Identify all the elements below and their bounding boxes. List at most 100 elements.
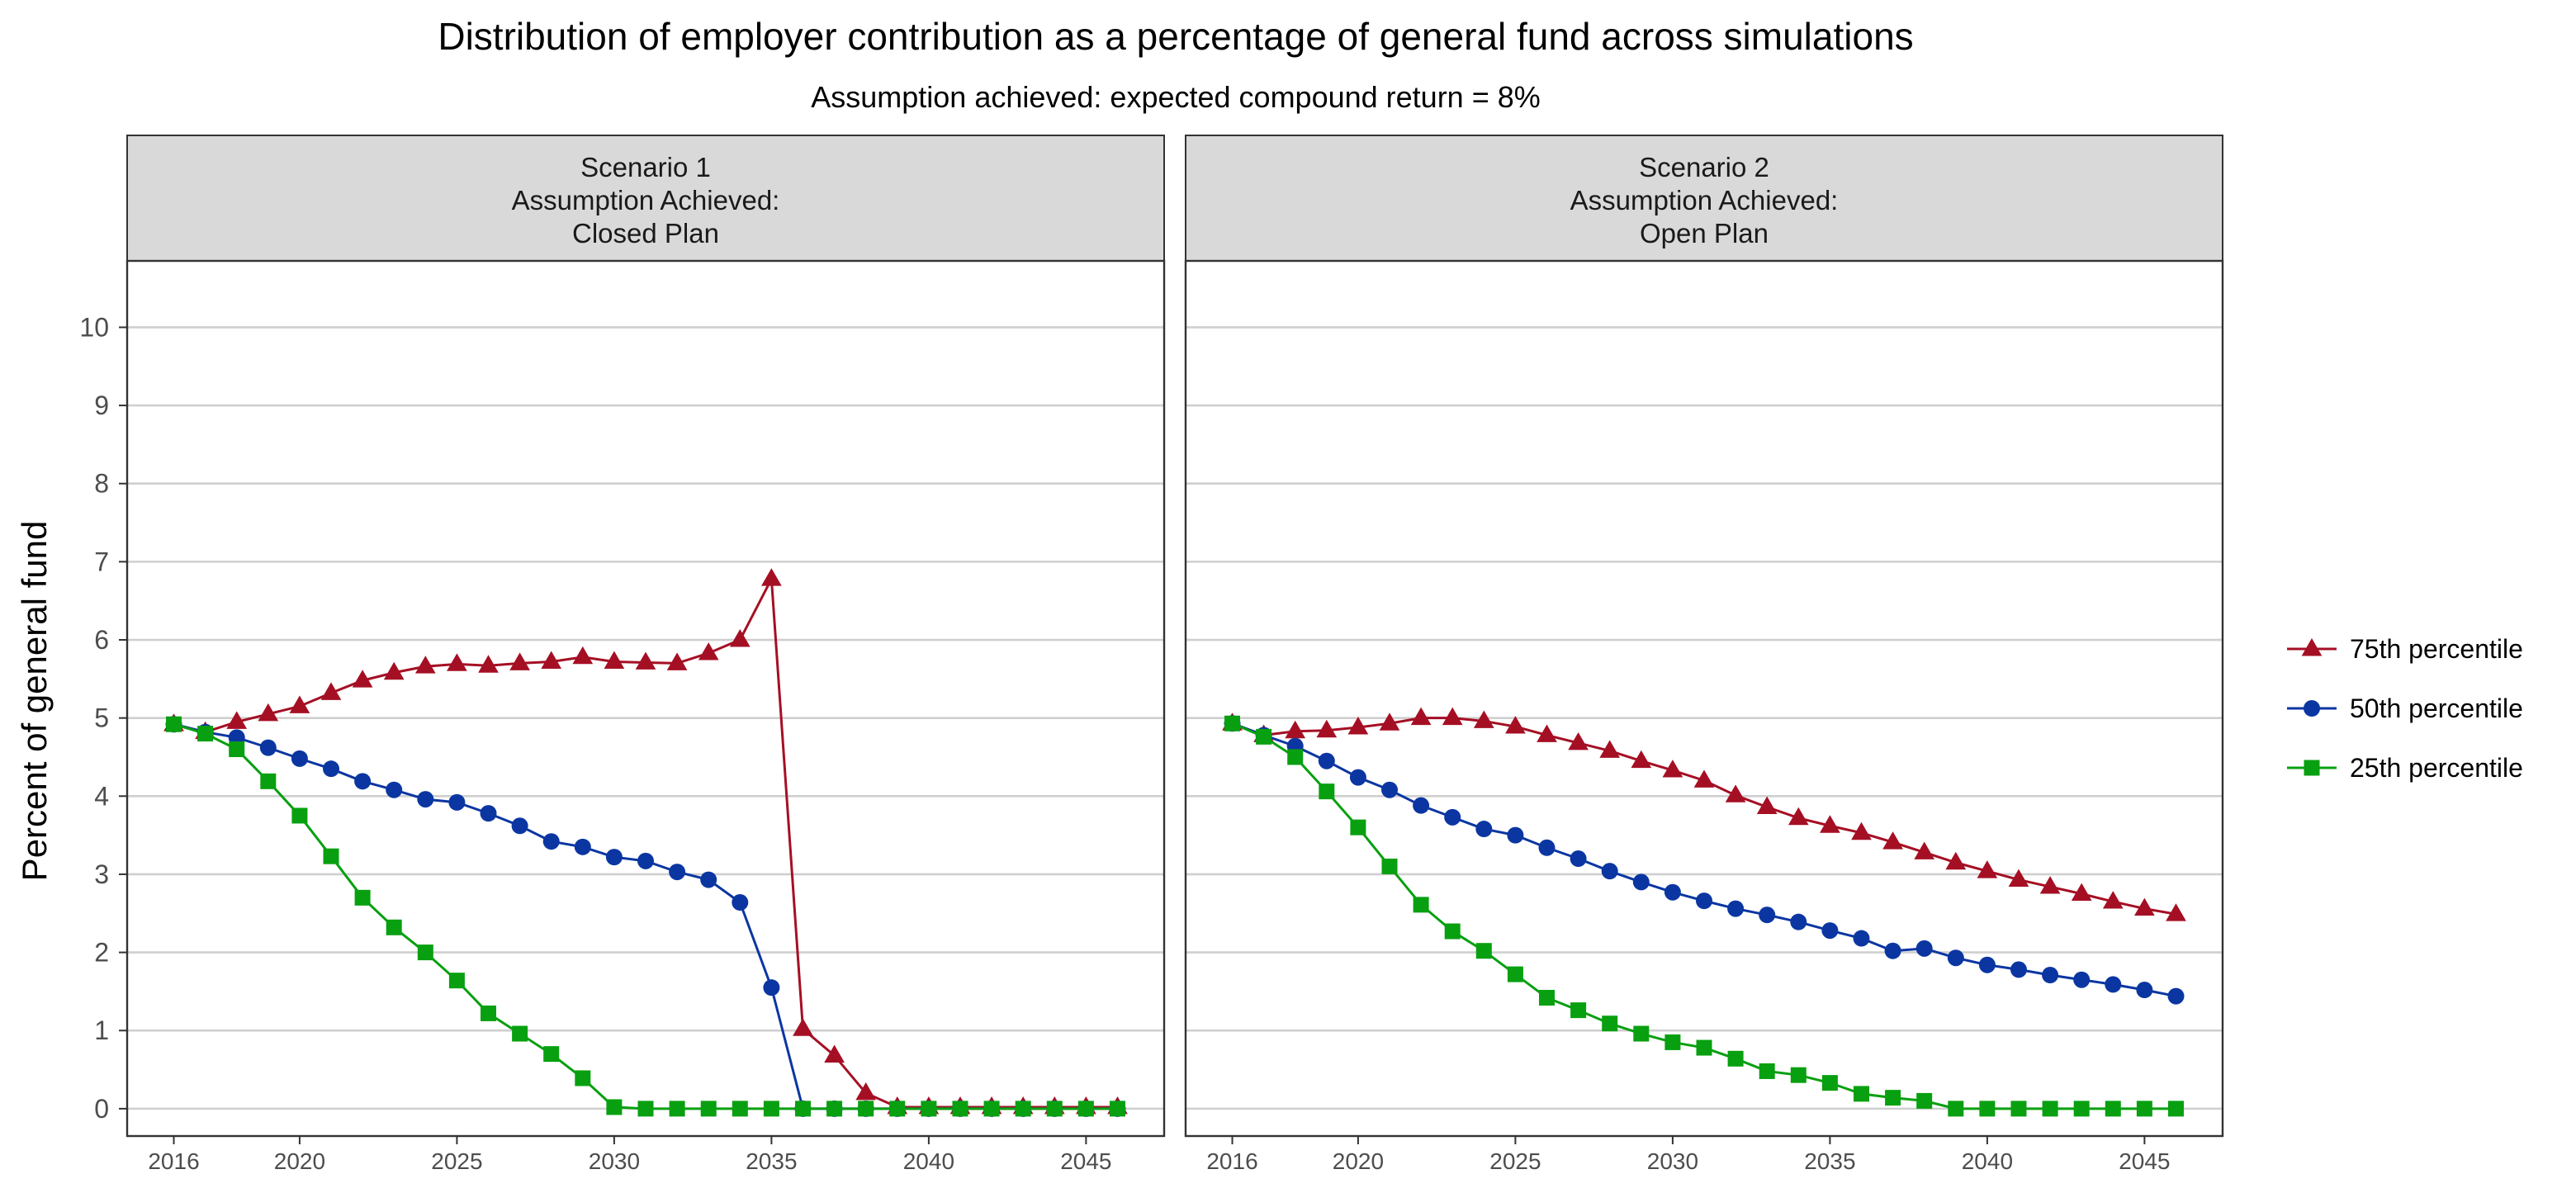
data-point — [323, 760, 340, 778]
data-point — [729, 629, 751, 647]
data-point — [1788, 807, 1809, 826]
legend-marker — [2304, 700, 2320, 717]
strip-label-line: Assumption Achieved: — [512, 185, 780, 215]
data-point — [1568, 731, 1589, 750]
data-point — [1077, 1101, 1094, 1117]
data-point — [166, 716, 182, 732]
legend-item: 75th percentile — [2287, 634, 2523, 664]
data-point — [2073, 1101, 2090, 1117]
strip-label-line: Assumption Achieved: — [1570, 185, 1839, 215]
data-point — [1015, 1101, 1031, 1117]
data-point — [512, 1025, 528, 1042]
data-point — [858, 1101, 874, 1117]
data-point — [1410, 707, 1432, 726]
data-point — [1319, 783, 1335, 800]
data-point — [1475, 821, 1493, 838]
data-point — [700, 871, 717, 888]
data-point — [258, 703, 279, 722]
data-point — [1631, 750, 1652, 769]
panel-strip — [126, 135, 1165, 262]
strip-label-line: Scenario 2 — [1639, 152, 1769, 182]
legend-item: 50th percentile — [2287, 694, 2523, 723]
data-point — [541, 651, 562, 669]
data-point — [2136, 982, 2153, 999]
panel-strip — [1185, 135, 2223, 262]
data-point — [2166, 903, 2186, 921]
data-point — [1979, 1101, 1996, 1117]
data-point — [1727, 900, 1745, 917]
x-tick-label: 2020 — [274, 1148, 325, 1174]
data-point — [732, 894, 749, 911]
x-tick-label: 2025 — [431, 1148, 482, 1174]
data-point — [2134, 897, 2155, 916]
data-point — [2071, 883, 2092, 902]
data-point — [2042, 967, 2059, 984]
data-point — [354, 773, 372, 790]
data-point — [574, 838, 591, 855]
data-point — [763, 1101, 779, 1117]
y-tick-label: 9 — [94, 391, 109, 420]
data-point — [383, 661, 405, 680]
data-point — [259, 739, 277, 756]
data-point — [509, 652, 530, 670]
data-point — [1505, 716, 1526, 734]
data-point — [1820, 815, 1840, 833]
data-point — [2042, 1101, 2058, 1117]
x-tick-label: 2035 — [1804, 1148, 1855, 1174]
data-point — [889, 1101, 906, 1117]
data-point — [761, 568, 782, 586]
data-point — [1727, 1050, 1744, 1067]
data-point — [289, 695, 310, 713]
data-point — [1978, 956, 1996, 973]
data-point — [386, 919, 402, 935]
data-point — [575, 1070, 591, 1086]
data-point — [1725, 784, 1746, 802]
data-point — [2008, 869, 2029, 888]
data-point — [226, 711, 248, 729]
data-point — [2167, 1101, 2184, 1117]
legend-label: 25th percentile — [2350, 753, 2523, 783]
data-point — [1046, 1101, 1063, 1117]
data-point — [1853, 1086, 1869, 1102]
x-tick-label: 2040 — [1962, 1148, 2013, 1174]
data-point — [1381, 781, 1399, 798]
chart-subtitle: Assumption achieved: expected compound r… — [811, 80, 1541, 114]
data-point — [1851, 821, 1872, 840]
data-point — [2136, 1101, 2152, 1117]
data-point — [1537, 724, 1557, 742]
data-point — [1599, 740, 1621, 758]
data-point — [1882, 831, 1903, 850]
data-point — [1349, 769, 1366, 786]
data-point — [572, 646, 594, 665]
legend-label: 75th percentile — [2350, 634, 2523, 664]
data-point — [386, 781, 403, 798]
data-point — [1945, 851, 1967, 870]
data-point — [478, 655, 499, 673]
data-point — [1915, 940, 1933, 957]
data-point — [1790, 913, 1807, 930]
data-point — [320, 682, 342, 700]
data-point — [2073, 971, 2091, 988]
data-point — [1948, 1101, 1964, 1117]
data-point — [1444, 923, 1461, 940]
data-point — [1570, 1002, 1587, 1019]
data-point — [1256, 728, 1272, 745]
data-point — [1413, 797, 1430, 814]
x-tick-label: 2020 — [1333, 1148, 1384, 1174]
data-point — [1759, 907, 1776, 924]
data-point — [1885, 1090, 1901, 1106]
data-point — [1538, 839, 1556, 856]
data-point — [1790, 1067, 1807, 1083]
data-point — [1664, 883, 1681, 901]
data-point — [1287, 749, 1304, 765]
data-point — [1696, 1039, 1712, 1056]
strip-label-line: Scenario 1 — [580, 152, 711, 182]
x-tick-label: 2045 — [2119, 1148, 2170, 1174]
legend-item: 25th percentile — [2287, 753, 2523, 783]
data-point — [855, 1082, 877, 1101]
data-point — [543, 1046, 560, 1063]
data-point — [1475, 943, 1492, 959]
